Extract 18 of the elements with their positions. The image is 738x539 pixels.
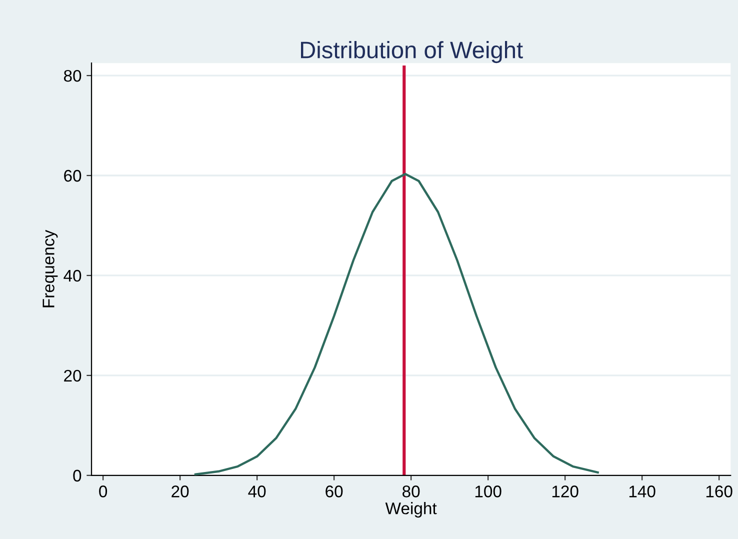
x-tick-label: 160: [706, 486, 732, 498]
y-axis-title: Frequency: [42, 230, 58, 308]
y-tick-label: 0: [73, 470, 82, 482]
y-tick-label: 40: [64, 270, 82, 282]
y-tick-label: 20: [64, 370, 82, 382]
x-axis-title: Weight: [385, 502, 437, 518]
x-tick-label: 120: [552, 486, 578, 498]
chart-title: Distribution of Weight: [301, 41, 523, 64]
x-tick-label: 140: [629, 486, 656, 498]
x-tick-label: 20: [172, 486, 189, 498]
x-tick-label: 100: [475, 486, 502, 498]
x-tick-label: 0: [99, 486, 108, 498]
x-tick-label: 60: [326, 486, 343, 498]
y-tick-label: 80: [64, 70, 82, 82]
y-tick-label: 60: [64, 170, 82, 182]
x-tick-label: 40: [248, 486, 266, 498]
x-tick-label: 80: [402, 486, 420, 498]
line-series: [194, 172, 599, 476]
